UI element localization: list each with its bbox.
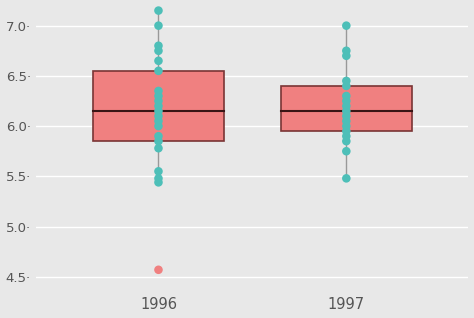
Point <box>155 146 162 151</box>
Point <box>155 103 162 108</box>
Point <box>155 68 162 73</box>
Point <box>155 99 162 104</box>
Point <box>343 78 350 83</box>
Point <box>155 58 162 63</box>
Point <box>343 124 350 129</box>
Point <box>155 43 162 48</box>
Point <box>155 134 162 139</box>
Point <box>155 48 162 53</box>
Point <box>343 93 350 99</box>
Point <box>343 114 350 119</box>
Point <box>343 176 350 181</box>
Point <box>343 83 350 88</box>
Point <box>343 134 350 139</box>
Point <box>155 108 162 114</box>
Point <box>155 180 162 185</box>
Point <box>155 176 162 181</box>
Bar <box>93 71 224 141</box>
Point <box>343 139 350 144</box>
Point <box>343 103 350 108</box>
Point <box>155 88 162 93</box>
Point <box>155 114 162 119</box>
Point <box>155 23 162 28</box>
Point <box>155 124 162 129</box>
Point <box>155 119 162 124</box>
Point <box>343 119 350 124</box>
Point <box>155 267 162 272</box>
Point <box>343 128 350 134</box>
Point <box>343 23 350 28</box>
Point <box>343 108 350 114</box>
Bar <box>281 86 412 131</box>
Point <box>155 93 162 99</box>
Point <box>343 48 350 53</box>
Point <box>343 53 350 58</box>
Point <box>343 149 350 154</box>
Point <box>155 139 162 144</box>
Point <box>155 169 162 174</box>
Point <box>155 8 162 13</box>
Point <box>343 99 350 104</box>
